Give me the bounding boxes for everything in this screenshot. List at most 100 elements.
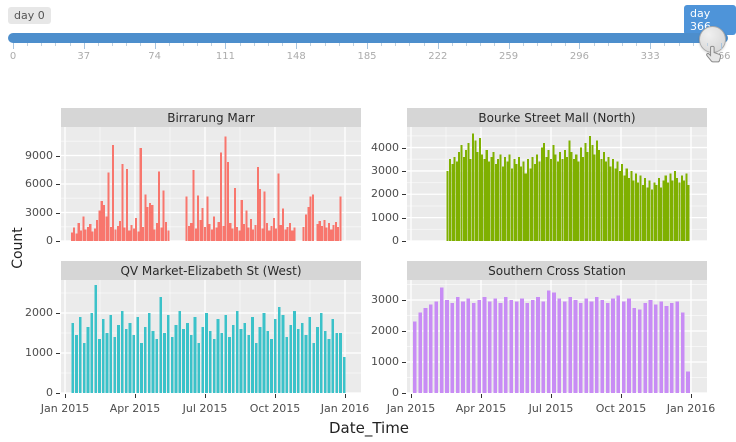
y-tick-mark [56,313,60,314]
slider-minor-tick [324,43,326,46]
slider-major-tick [296,43,298,49]
y-tick-label: 0 [46,234,53,247]
slider-minor-tick [636,43,638,46]
slider-major-tick [83,43,85,49]
x-tick-label: Oct 2015 [595,402,647,415]
y-tick-label: 2000 [25,306,53,319]
slider-major-tick [437,43,439,49]
x-tick-mark [621,394,622,398]
y-tick-mark [56,353,60,354]
x-tick-mark [691,394,692,398]
slider-minor-tick [352,43,354,46]
slider-minor-tick [338,43,340,46]
y-tick-label: 4000 [371,140,399,154]
x-tick-mark [551,394,552,398]
slider-minor-tick [168,43,170,46]
slider-minor-tick [253,43,255,46]
slider-major-tick [154,43,156,49]
x-tick-label: Apr 2015 [455,402,507,415]
slider-minor-tick [621,43,623,46]
y-tick-mark [402,299,406,301]
slider-minor-tick [451,43,453,46]
x-tick-mark [135,394,136,398]
x-tick-label: Jul 2015 [182,402,228,415]
y-tick-label: 2000 [371,323,399,337]
y-tick-label: 3000 [371,292,399,306]
slider-minor-tick [282,43,284,46]
slider-minor-tick [140,43,142,46]
y-tick-mark [56,155,60,157]
slider-minor-tick [310,43,312,46]
slider-minor-tick [211,43,213,46]
slider-minor-tick [112,43,114,46]
facet-strip-birrarung-marr: Birrarung Marr [61,108,361,127]
facet-strip-bourke-street-mall: Bourke Street Mall (North) [407,108,707,127]
slider-minor-tick [480,43,482,46]
slider-minor-tick [97,43,99,46]
slider-tick-label: 259 [499,51,519,62]
slider-minor-tick [678,43,680,46]
slider-major-tick [225,43,227,49]
y-tick-label: 0 [392,234,399,247]
slider-minor-tick [41,43,43,46]
slider-minor-tick [551,43,553,46]
slider-minor-tick [423,43,425,46]
y-tick-mark [56,241,60,242]
slider-minor-tick [593,43,595,46]
slider-minor-tick [267,43,269,46]
y-tick-label: 0 [392,386,399,399]
x-tick-mark [481,394,482,398]
y-tick-label: 1000 [371,210,399,224]
y-tick-mark [402,147,406,149]
plot-area-bourke-street-mall [407,127,707,241]
y-tick-mark [402,361,406,363]
y-tick-label: 2000 [371,187,399,201]
y-axis-title: Count [10,227,26,269]
slider-start-badge: day 0 [8,7,51,24]
x-tick-label: Jan 2015 [40,402,90,415]
slider-minor-tick [27,43,29,46]
slider-major-tick [13,43,14,49]
slider-major-tick [721,43,722,49]
y-tick-label: 9000 [25,148,53,162]
slider-tick-label: 296 [569,51,589,62]
slider-minor-tick [239,43,241,46]
slider-minor-tick [494,43,496,46]
slider-tick-label: 111 [215,51,235,62]
x-tick-mark [411,394,412,398]
y-tick-label: 0 [46,386,53,399]
x-tick-label: Jul 2015 [528,402,574,415]
x-tick-mark [345,394,346,398]
slider-track[interactable] [8,33,728,43]
slider-minor-tick [536,43,538,46]
slider-major-tick [367,43,368,49]
series-bars [70,136,342,241]
hand-cursor-icon [706,45,722,63]
slider-minor-tick [466,43,468,46]
y-tick-label: 3000 [371,163,399,177]
slider-minor-tick [126,43,128,46]
slider-minor-tick [197,43,199,46]
slider-tick-label: 222 [428,51,448,62]
x-tick-mark [205,394,206,398]
slider-minor-tick [182,43,184,46]
slider-minor-tick [55,43,57,46]
slider-major-tick [579,43,581,49]
slider-minor-tick [69,43,71,46]
x-tick-label: Jan 2016 [320,402,370,415]
slider-minor-tick [607,43,609,46]
plot-area-southern-cross [407,280,707,393]
slider-tick-label: 0 [9,51,17,62]
plot-area-birrarung-marr [61,127,361,241]
x-axis-title: Date_Time [328,419,410,437]
x-tick-label: Apr 2015 [109,402,161,415]
y-tick-mark [56,184,60,185]
slider-minor-tick [692,43,694,46]
y-tick-label: 1000 [25,346,53,359]
y-tick-label: 6000 [25,177,53,190]
slider-minor-tick [522,43,524,46]
slider-major-tick [508,43,510,49]
slider-tick-label: 333 [640,51,660,62]
x-tick-label: Oct 2015 [249,402,301,415]
